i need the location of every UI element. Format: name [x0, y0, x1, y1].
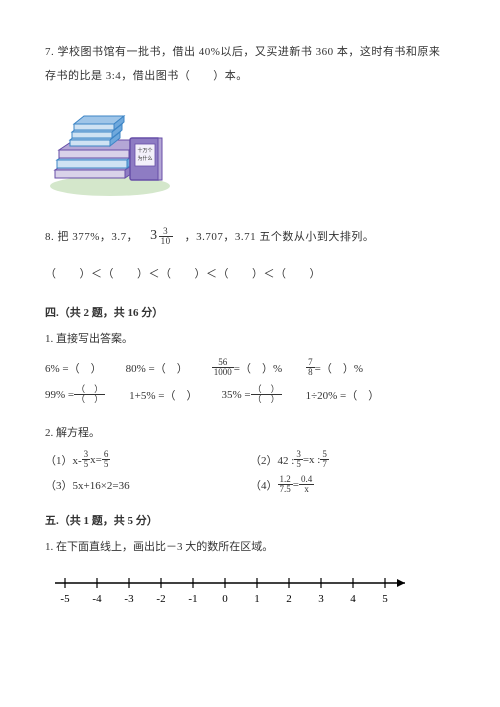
q8-answer-line: （ ）＜（ ）＜（ ）＜（ ）＜（ ）	[45, 262, 455, 286]
calc-prefix: 99% =	[45, 389, 74, 401]
eq1: （1）x- 35 x= 65	[45, 450, 250, 469]
eq-text: x=	[90, 454, 102, 466]
mixed-frac: 3 10	[159, 227, 173, 246]
calc-row-1: 6% =（ ） 80% =（ ） 56 1000 =（ ）% 7 8 =（ ）%	[45, 358, 455, 377]
eq-text: （4）	[250, 477, 278, 493]
calc-prefix: 35% =	[221, 389, 250, 401]
frac-56-1000: 56 1000	[212, 358, 234, 377]
frac-5-7: 57	[320, 450, 329, 469]
eq-row-2: （3）5x+16×2=36 （4） 1.27.5 = 0.4x	[45, 475, 455, 494]
frac-den: （ ）	[74, 395, 105, 404]
frac-1.2-7.5: 1.27.5	[278, 475, 293, 494]
eq-row-1: （1）x- 35 x= 65 （2）42 : 35 =x : 57	[45, 450, 455, 469]
svg-text:1: 1	[254, 593, 260, 605]
calc-row-2: 99% = （ ） （ ） 1+5% =（ ） 35% = （ ） （ ） 1÷…	[45, 385, 455, 404]
q7-line1: 7. 学校图书馆有一批书，借出 40%以后，又买进新书 360 本，这时有书和原…	[45, 40, 455, 64]
svg-text:4: 4	[350, 593, 356, 605]
calc-c3: 56 1000 =（ ）%	[212, 358, 282, 377]
eq3: （3）5x+16×2=36	[45, 475, 250, 494]
number-line: -5 -4 -3 -2 -1 0 1 2 3 4 5	[45, 568, 455, 613]
eq-text: （1）x-	[45, 452, 82, 468]
q8-mixed-number: 3 3 10	[150, 221, 173, 252]
frac-7-8: 7 8	[306, 358, 315, 377]
svg-text:为什么: 为什么	[137, 155, 152, 162]
section4-item1: 1. 直接写出答案。	[45, 328, 455, 350]
eq4: （4） 1.27.5 = 0.4x	[250, 475, 455, 494]
calc2-c3: 35% = （ ） （ ）	[221, 385, 281, 404]
frac-den: 5	[294, 460, 303, 469]
books-illustration: 十万个 为什么	[45, 98, 455, 203]
frac-den: 7	[320, 460, 329, 469]
calc-suffix: =（ ）%	[315, 360, 363, 376]
frac-6-5: 65	[102, 450, 111, 469]
section5-item1: 1. 在下面直线上，画出比－3 大的数所在区域。	[45, 536, 455, 558]
q7-line2: 存书的比是 3:4，借出图书（ ）本。	[45, 64, 455, 88]
frac-den: 7.5	[278, 485, 293, 494]
svg-text:-2: -2	[156, 593, 165, 605]
frac-3-5b: 35	[294, 450, 303, 469]
svg-text:0: 0	[222, 593, 228, 605]
frac-0.4-x: 0.4x	[299, 475, 314, 494]
q8-suffix: ，3.707，3.71 五个数从小到大排列。	[185, 225, 375, 249]
svg-text:-3: -3	[124, 593, 134, 605]
frac-den: 8	[306, 368, 315, 377]
frac-den: 5	[102, 460, 111, 469]
svg-text:-5: -5	[60, 593, 70, 605]
frac-den: 5	[82, 460, 91, 469]
frac-den: （ ）	[251, 395, 282, 404]
q8-line: 8. 把 377%，3.7， 3 3 10 ，3.707，3.71 五个数从小到…	[45, 221, 455, 252]
frac-den: 1000	[212, 368, 234, 377]
section4-item2: 2. 解方程。	[45, 422, 455, 444]
q8-prefix: 8. 把 377%，3.7，	[45, 225, 138, 249]
svg-text:-4: -4	[92, 593, 102, 605]
calc-c1: 6% =（ ）	[45, 360, 102, 376]
svg-text:-1: -1	[188, 593, 197, 605]
frac-3-5: 35	[82, 450, 91, 469]
calc2-c2: 1+5% =（ ）	[129, 387, 197, 403]
frac-den: x	[299, 485, 314, 494]
frac-blank: （ ） （ ）	[74, 385, 105, 404]
eq-text: =x :	[303, 454, 321, 466]
frac-blank: （ ） （ ）	[251, 385, 282, 404]
svg-text:十万个: 十万个	[137, 147, 152, 154]
svg-text:2: 2	[286, 593, 292, 605]
section4-header: 四.（共 2 题，共 16 分）	[45, 304, 455, 320]
svg-text:5: 5	[382, 593, 388, 605]
calc-c4: 7 8 =（ ）%	[306, 358, 363, 377]
section5-header: 五.（共 1 题，共 5 分）	[45, 512, 455, 528]
calc-suffix: =（ ）%	[234, 360, 282, 376]
calc2-c4: 1÷20% =（ ）	[306, 387, 380, 403]
eq2: （2）42 : 35 =x : 57	[250, 450, 455, 469]
calc2-c1: 99% = （ ） （ ）	[45, 385, 105, 404]
eq-text: （2）42 :	[250, 452, 294, 468]
frac-den: 10	[159, 237, 173, 246]
svg-text:3: 3	[318, 593, 324, 605]
mixed-whole: 3	[150, 221, 158, 252]
calc-c2: 80% =（ ）	[126, 360, 188, 376]
